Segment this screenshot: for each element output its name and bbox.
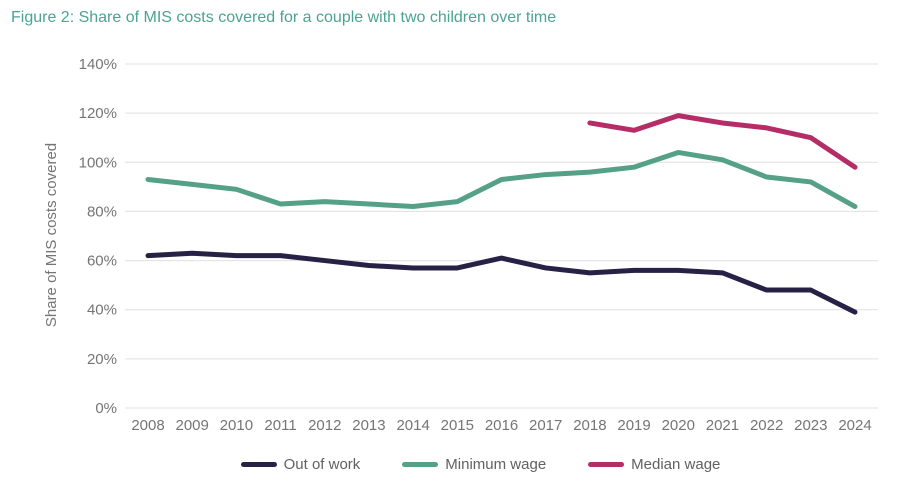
x-tick-label: 2020 bbox=[662, 417, 695, 434]
legend-item-minimum-wage: Minimum wage bbox=[402, 456, 546, 473]
x-tick-label: 2008 bbox=[131, 417, 164, 434]
y-tick-label: 120% bbox=[79, 105, 117, 122]
x-tick-label: 2018 bbox=[573, 417, 606, 434]
y-tick-label: 20% bbox=[87, 351, 117, 368]
y-axis-title: Share of MIS costs covered bbox=[43, 143, 60, 327]
x-tick-label: 2013 bbox=[352, 417, 385, 434]
legend-line-swatch-minimum-wage bbox=[402, 462, 439, 467]
x-tick-label: 2023 bbox=[794, 417, 827, 434]
series-line-minimum-wage bbox=[145, 149, 858, 210]
series-line-out-of-work bbox=[145, 250, 858, 315]
legend-item-out-of-work: Out of work bbox=[240, 456, 361, 473]
y-tick-label: 100% bbox=[79, 154, 117, 171]
x-tick-label: 2014 bbox=[396, 417, 429, 434]
x-tick-label: 2017 bbox=[529, 417, 562, 434]
y-tick-label: 0% bbox=[95, 400, 117, 417]
y-tick-label: 140% bbox=[79, 56, 117, 73]
y-tick-label: 60% bbox=[87, 253, 117, 270]
x-tick-label: 2010 bbox=[220, 417, 253, 434]
y-tick-label: 40% bbox=[87, 302, 117, 319]
series-line-median-wage bbox=[587, 113, 858, 170]
y-tick-label: 80% bbox=[87, 203, 117, 220]
chart-title: Figure 2: Share of MIS costs covered for… bbox=[11, 9, 557, 26]
x-tick-label: 2016 bbox=[485, 417, 518, 434]
x-tick-label: 2021 bbox=[706, 417, 739, 434]
legend-line-swatch-median-wage bbox=[588, 462, 625, 467]
x-tick-label: 2022 bbox=[750, 417, 783, 434]
legend-line-swatch-out-of-work bbox=[240, 462, 277, 467]
x-tick-label: 2011 bbox=[264, 417, 296, 434]
legend-item-median-wage: Median wage bbox=[588, 456, 720, 473]
x-tick-label: 2019 bbox=[617, 417, 650, 434]
legend-label: Out of work bbox=[283, 456, 361, 473]
x-tick-label: 2015 bbox=[441, 417, 474, 434]
line-chart: 0% 20% 40% 60% 80% 100% 120% 140% 2008 2009 2010 20… bbox=[43, 56, 878, 434]
x-tick-label: 2009 bbox=[176, 417, 209, 434]
legend-label: Minimum wage bbox=[445, 456, 547, 473]
x-tick-label: 2012 bbox=[308, 417, 341, 434]
legend-label: Median wage bbox=[631, 456, 721, 473]
chart-legend: Out of work Minimum wage Median wage bbox=[0, 456, 901, 473]
x-tick-label: 2024 bbox=[838, 417, 871, 434]
